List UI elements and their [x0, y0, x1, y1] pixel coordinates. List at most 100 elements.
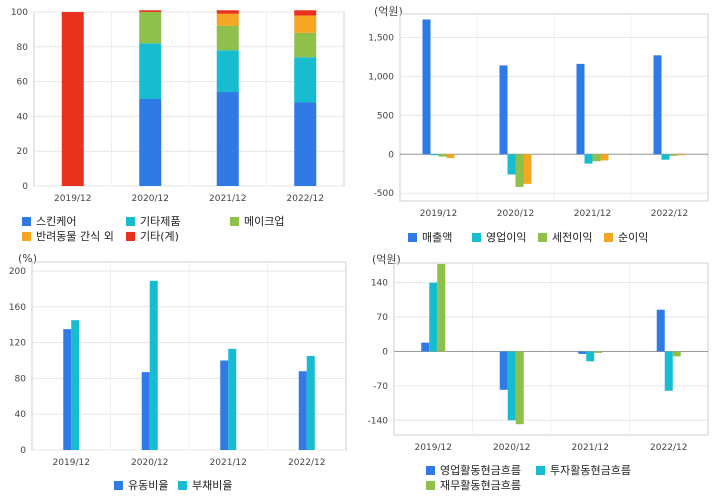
bar: [661, 154, 670, 160]
y-tick-label: 0: [20, 446, 26, 456]
income-chart: -500 0 500 1,000 1,500 2019/12 2020/12 2021/12 2…: [368, 13, 709, 219]
legend-item-makeup[interactable]: 메이크업: [230, 213, 284, 229]
bar: [677, 154, 686, 156]
legend-label: 기타(계): [140, 230, 179, 243]
y-tick-label: -500: [374, 189, 395, 199]
bar: [664, 351, 673, 391]
x-tick-label: 2022/12: [650, 443, 687, 453]
bar: [306, 356, 315, 450]
bar: [499, 65, 508, 155]
bar: [216, 92, 239, 186]
bar: [298, 371, 307, 450]
ratios-panel: (%) 0 40 80 120 160 200 2019/12 2020/12 2021/12 2…: [0, 248, 360, 496]
legend-item-pretax-income[interactable]: 세전이익: [538, 229, 592, 245]
y-tick-label: 60: [17, 78, 29, 88]
legend-item-other-total[interactable]: 기타(계): [126, 228, 179, 244]
bar: [294, 32, 317, 58]
legend-swatch: [126, 216, 135, 226]
legend-item-operating-cf[interactable]: 영업활동현금흐름: [426, 462, 521, 478]
legend-swatch: [22, 231, 31, 241]
ratios-chart: 0 40 80 120 160 200 2019/12 2020/12 2021/12 2022/…: [9, 261, 347, 468]
legend-item-debt-ratio[interactable]: 부채비율: [178, 477, 232, 493]
bar: [228, 348, 237, 450]
legend-item-revenue[interactable]: 매출액: [408, 229, 452, 245]
y-tick-label: 80: [17, 43, 29, 53]
legend-swatch: [408, 232, 417, 242]
bar: [600, 154, 609, 161]
bar: [438, 154, 447, 157]
legend-swatch: [22, 216, 31, 226]
bar: [656, 309, 665, 352]
legend-item-financing-cf[interactable]: 재무활동현금흐름: [426, 477, 521, 493]
bar: [669, 154, 678, 156]
y-tick-label: 70: [377, 313, 389, 323]
bar: [294, 102, 317, 186]
y-tick-label: 160: [9, 303, 26, 313]
bar: [429, 282, 438, 352]
x-tick-label: 2019/12: [54, 194, 91, 204]
legend-swatch: [426, 465, 435, 475]
bar: [584, 154, 593, 164]
x-tick-label: 2021/12: [572, 443, 609, 453]
x-tick-label: 2022/12: [288, 458, 325, 468]
bar: [672, 351, 681, 357]
x-tick-label: 2020/12: [497, 209, 534, 219]
legend-label: 투자활동현금흐름: [550, 464, 631, 477]
x-tick-label: 2021/12: [574, 209, 611, 219]
legend-swatch: [178, 480, 187, 490]
legend-label: 순이익: [618, 231, 649, 244]
bar: [139, 43, 162, 99]
y-tick-label: 120: [9, 339, 26, 349]
y-tick-label: 200: [9, 267, 26, 277]
bar: [430, 154, 439, 156]
legend-item-net-income[interactable]: 순이익: [604, 229, 648, 245]
bar: [592, 154, 601, 162]
legend-item-other-products[interactable]: 기타제품: [126, 213, 180, 229]
legend-swatch: [604, 232, 613, 242]
legend-label: 스킨케어: [36, 215, 77, 228]
bar: [594, 351, 603, 353]
y-tick-label: 140: [371, 279, 388, 289]
y-tick-label: 20: [17, 147, 29, 157]
bar: [515, 351, 524, 425]
legend-swatch: [472, 232, 481, 242]
legend-swatch: [126, 231, 135, 241]
bar: [71, 320, 80, 450]
bar: [294, 57, 317, 103]
legend-label: 재무활동현금흐름: [440, 479, 521, 492]
income-panel: (억원) -500 0 500 1,000 1,500 2019/12 2020/12 202…: [360, 0, 720, 248]
legend-item-operating-income[interactable]: 영업이익: [472, 229, 526, 245]
cashflow-chart: -140 -70 0 70 140 2019/12 2020/12 2021/12 2022/1…: [368, 262, 709, 453]
bar: [149, 280, 158, 450]
bar: [523, 154, 532, 184]
legend-label: 부채비율: [192, 479, 233, 492]
legend-label: 영업이익: [486, 231, 527, 244]
bar: [653, 55, 662, 155]
legend-swatch: [230, 216, 239, 226]
legend-label: 기타제품: [140, 215, 181, 228]
y-tick-label: 500: [377, 111, 394, 121]
legend-swatch: [538, 232, 547, 242]
legend-item-current-ratio[interactable]: 유동비율: [114, 477, 168, 493]
y-tick-label: 40: [15, 410, 27, 420]
legend-item-pet-snacks[interactable]: 반려동물 간식 외: [22, 228, 114, 244]
legend-label: 매출액: [422, 231, 453, 244]
x-tick-label: 2019/12: [415, 443, 452, 453]
x-tick-label: 2020/12: [132, 194, 169, 204]
legend-label: 반려동물 간식 외: [36, 230, 114, 243]
x-tick-label: 2022/12: [287, 194, 324, 204]
y-tick-label: 40: [17, 112, 29, 122]
y-tick-label: 100: [11, 8, 28, 18]
bar: [220, 360, 229, 450]
y-tick-label: 80: [15, 374, 27, 384]
legend-label: 세전이익: [552, 231, 593, 244]
legend-item-investing-cf[interactable]: 투자활동현금흐름: [536, 462, 631, 478]
bar: [437, 263, 446, 352]
legend-item-skincare[interactable]: 스킨케어: [22, 213, 76, 229]
y-tick-label: -70: [373, 382, 388, 392]
legend-label: 메이크업: [244, 215, 285, 228]
bar: [139, 12, 162, 44]
legend-label: 영업활동현금흐름: [440, 464, 521, 477]
y-tick-label: 1,500: [368, 33, 394, 43]
y-tick-label: 0: [22, 182, 28, 192]
